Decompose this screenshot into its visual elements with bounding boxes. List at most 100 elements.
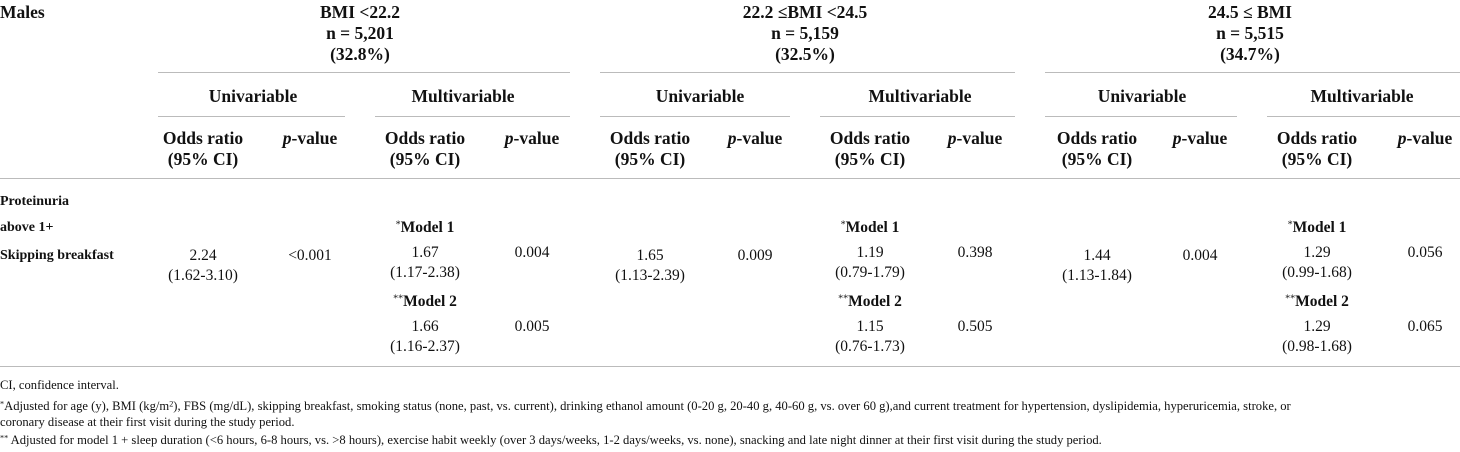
rule-line [0,178,1460,179]
p-value: 0.009 [737,247,773,264]
ci-value: (1.13-1.84) [1062,267,1132,284]
row-label: Proteinuria [0,194,69,209]
p-value: 0.005 [514,318,550,335]
rule-line [600,72,1015,73]
p-header: p-value [1398,128,1452,148]
ci-value: (1.62-3.10) [168,267,238,284]
or-value: 2.24 [189,247,217,264]
superscript: 2 [169,399,174,409]
rule-line [820,116,1015,117]
group-header: 24.5 ≤ BMI [1208,2,1292,22]
rule-line [1267,116,1460,117]
footnote: *Adjusted for age (y), BMI (kg/m2), FBS … [0,398,1291,414]
or-header: (95% CI) [834,149,906,169]
model-name: Model 2 [403,293,457,310]
p-italic: p [1397,128,1407,148]
group-header: (32.5%) [775,44,835,64]
or-header: (95% CI) [614,149,686,169]
analysis-header: Multivariable [1310,86,1414,106]
or-value: 1.29 [1303,318,1331,335]
ci-value: (1.17-2.38) [390,264,460,281]
or-header: Odds ratio [1056,128,1138,148]
p-italic: p [947,128,957,148]
footnote-text: Adjusted for age (y), BMI (kg/m [4,399,170,413]
p-value: 0.398 [957,244,993,261]
ci-value: (1.16-2.37) [390,338,460,355]
p-header: p-value [283,128,337,148]
model-name: Model 1 [1292,219,1347,236]
footnote-text: Adjusted for model 1 + sleep duration (<… [8,433,1102,447]
model-marker: ** [1285,293,1296,305]
model-label: **Model 2 [1285,292,1349,312]
or-header: Odds ratio [829,128,911,148]
group-header: n = 5,201 [326,23,394,43]
group-header: n = 5,515 [1216,23,1284,43]
p-rest: -value [736,128,783,148]
analysis-header: Univariable [208,86,298,106]
or-header: (95% CI) [389,149,461,169]
rule-line [1045,72,1460,73]
p-value: 0.004 [514,244,550,261]
or-header: Odds ratio [384,128,466,148]
footnote: CI, confidence interval. [0,378,119,392]
rule-line [375,116,570,117]
group-header: BMI <22.2 [320,2,400,22]
group-header: n = 5,159 [771,23,839,43]
model-marker: * [395,219,401,231]
group-header: (34.7%) [1220,44,1280,64]
ci-value: (0.79-1.79) [835,264,905,281]
model-name: Model 1 [845,219,900,236]
footnote: coronary disease at their first visit du… [0,415,295,429]
p-italic: p [1172,128,1182,148]
or-value: 1.44 [1083,247,1111,264]
p-header: p-value [1173,128,1227,148]
row-label: above 1+ [0,220,54,235]
model-marker: * [840,219,846,231]
footnote-marker: ** [0,433,9,443]
rule-line [600,116,790,117]
p-rest: -value [956,128,1003,148]
model-label: *Model 1 [396,218,455,238]
analysis-header: Univariable [655,86,745,106]
or-header: (95% CI) [167,149,239,169]
model-marker: ** [393,293,404,305]
or-header: Odds ratio [609,128,691,148]
analysis-header: Multivariable [411,86,515,106]
p-italic: p [504,128,514,148]
ci-value: (0.76-1.73) [835,338,905,355]
rule-line [1045,116,1237,117]
p-value: 0.505 [957,318,993,335]
model-label: **Model 2 [393,292,457,312]
footnote-marker: * [0,399,5,409]
p-rest: -value [291,128,338,148]
or-value: 1.15 [856,318,884,335]
p-header: p-value [728,128,782,148]
model-label: *Model 1 [841,218,900,238]
or-value: 1.66 [411,318,439,335]
analysis-header: Univariable [1097,86,1187,106]
p-value: 0.004 [1182,247,1218,264]
model-marker: * [1287,219,1293,231]
model-name: Model 1 [400,219,455,236]
p-rest: -value [1406,128,1453,148]
group-header: (32.8%) [330,44,390,64]
ci-value: (0.99-1.68) [1282,264,1352,281]
p-rest: -value [1181,128,1228,148]
model-label: *Model 1 [1288,218,1347,238]
footnote: ** Adjusted for model 1 + sleep duration… [0,432,1102,448]
or-value: 1.19 [856,244,884,261]
analysis-header: Multivariable [868,86,972,106]
rule-line [0,366,1460,367]
p-italic: p [727,128,737,148]
ci-value: (1.13-2.39) [615,267,685,284]
model-marker: ** [838,293,849,305]
model-name: Model 2 [1295,293,1349,310]
or-header: Odds ratio [1276,128,1358,148]
p-value: <0.001 [288,247,332,264]
p-value: 0.056 [1407,244,1443,261]
or-value: 1.65 [636,247,664,264]
or-header: (95% CI) [1281,149,1353,169]
footnote-text: ), FBS (mg/dL), skipping breakfast, smok… [173,399,1291,413]
p-header: p-value [948,128,1002,148]
